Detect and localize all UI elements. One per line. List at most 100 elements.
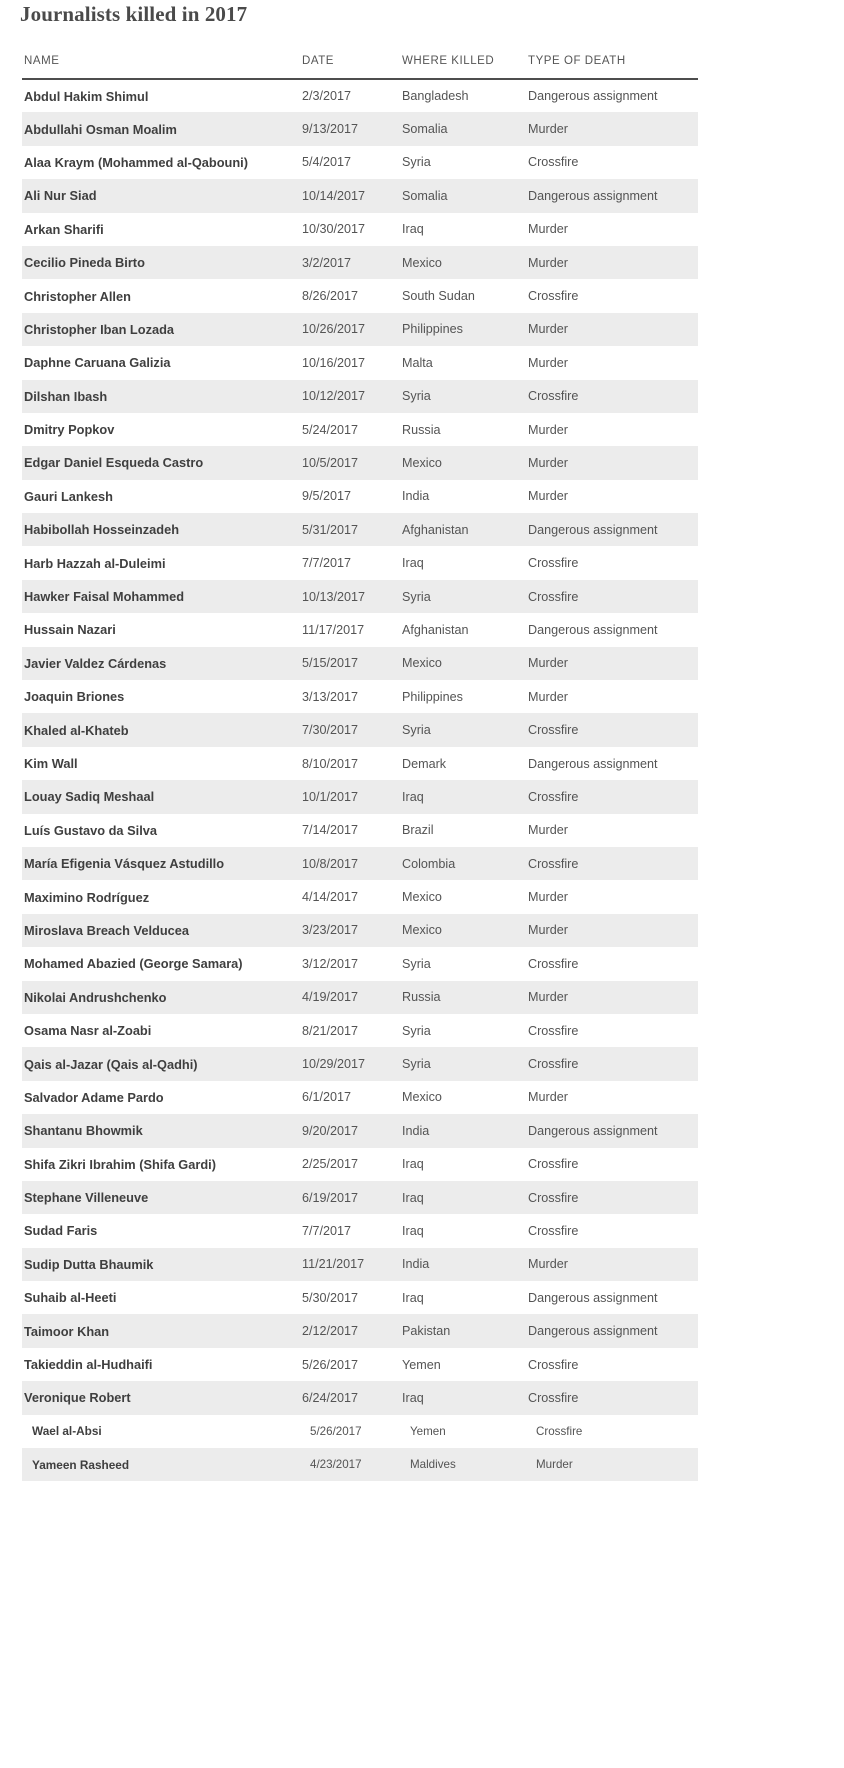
- journalist-name: Cecilio Pineda Birto: [24, 255, 145, 271]
- type-of-death: Crossfire: [528, 1357, 579, 1372]
- type-of-death: Murder: [528, 890, 568, 905]
- type-of-death: Dangerous assignment: [528, 756, 658, 771]
- journalist-name: Maximino Rodríguez: [24, 889, 150, 905]
- date-killed: 10/16/2017: [302, 355, 366, 370]
- journalist-name: Abdul Hakim Shimul: [24, 88, 149, 104]
- journalist-name: Suhaib al-Heeti: [24, 1290, 117, 1306]
- journalist-name: Nikolai Andrushchenko: [24, 989, 167, 1005]
- table-row: Shifa Zikri Ibrahim (Shifa Gardi) 2/25/20…: [22, 1147, 698, 1181]
- where-killed: Syria: [402, 155, 431, 170]
- journalist-name: Luís Gustavo da Silva: [24, 822, 157, 838]
- date-killed: 3/12/2017: [302, 956, 359, 971]
- type-of-death: Dangerous assignment: [528, 1123, 658, 1138]
- type-of-death: Murder: [528, 355, 568, 370]
- table-row: Dilshan Ibash 10/12/2017 Syria Crossfire: [22, 379, 698, 413]
- type-of-death: Dangerous assignment: [528, 1290, 658, 1305]
- table-row: Abdullahi Osman Moalim 9/13/2017 Somalia Mu…: [22, 112, 698, 146]
- date-killed: 7/7/2017: [302, 556, 352, 571]
- table-row: Salvador Adame Pardo 6/1/2017 Mexico Murder: [22, 1080, 698, 1115]
- journalist-name: Taimoor Khan: [24, 1323, 110, 1339]
- type-of-death: Dangerous assignment: [528, 188, 658, 203]
- journalists-killed-table: NAME DATE WHERE KILLED TYPE OF DEATH Abd…: [22, 55, 698, 1482]
- type-of-death: Dangerous assignment: [528, 522, 658, 537]
- date-killed: 5/24/2017: [302, 422, 359, 437]
- table-row: Luís Gustavo da Silva 7/14/2017 Brazil Murd…: [22, 813, 698, 847]
- where-killed: Mexico: [402, 923, 442, 938]
- date-killed: 2/12/2017: [302, 1324, 359, 1339]
- where-killed: Syria: [402, 1023, 431, 1038]
- journalist-name: Shantanu Bhowmik: [24, 1123, 143, 1139]
- table-row: Kim Wall 8/10/2017 Demark Dangerous assignm…: [22, 746, 698, 781]
- date-killed: 7/30/2017: [302, 723, 359, 738]
- journalist-name: Arkan Sharifi: [24, 221, 104, 237]
- type-of-death: Murder: [528, 823, 568, 838]
- type-of-death: Crossfire: [528, 589, 579, 604]
- journalist-name: Dilshan Ibash: [24, 388, 108, 404]
- date-killed: 10/12/2017: [302, 389, 366, 404]
- journalist-name: Javier Valdez Cárdenas: [24, 655, 167, 671]
- type-of-death: Crossfire: [528, 289, 579, 304]
- column-header-date: DATE: [302, 55, 335, 67]
- date-killed: 9/5/2017: [302, 489, 352, 504]
- date-killed: 10/5/2017: [302, 455, 359, 470]
- type-of-death: Murder: [528, 923, 568, 938]
- where-killed: Iraq: [402, 789, 424, 804]
- date-killed: 10/26/2017: [302, 322, 366, 337]
- table-row: Christopher Allen 8/26/2017 South Sudan Cro…: [22, 279, 698, 313]
- journalist-name: Dmitry Popkov: [24, 422, 115, 438]
- where-killed: Mexico: [402, 1090, 442, 1105]
- type-of-death: Crossfire: [528, 1023, 579, 1038]
- date-killed: 2/3/2017: [302, 89, 352, 104]
- where-killed: Russia: [402, 422, 441, 437]
- type-of-death: Murder: [528, 489, 568, 504]
- table-row: Dmitry Popkov 5/24/2017 Russia Murder: [22, 412, 698, 447]
- date-killed: 10/29/2017: [302, 1057, 366, 1072]
- type-of-death: Crossfire: [536, 1424, 583, 1438]
- where-killed: Iraq: [402, 222, 424, 237]
- journalist-name: Hawker Faisal Mohammed: [24, 589, 185, 605]
- type-of-death: Murder: [528, 990, 568, 1005]
- journalist-name: Kim Wall: [24, 756, 78, 771]
- date-killed: 11/17/2017: [302, 622, 365, 637]
- type-of-death: Murder: [528, 422, 568, 437]
- date-killed: 5/30/2017: [302, 1290, 359, 1305]
- where-killed: Iraq: [402, 556, 424, 571]
- table-header: NAME DATE WHERE KILLED TYPE OF DEATH: [22, 55, 698, 79]
- date-killed: 9/20/2017: [302, 1123, 359, 1138]
- date-killed: 4/23/2017: [310, 1458, 362, 1472]
- type-of-death: Dangerous assignment: [528, 89, 658, 104]
- table-row: Cecilio Pineda Birto 3/2/2017 Mexico Murder: [22, 245, 698, 280]
- journalist-name: Mohamed Abazied (George Samara): [24, 956, 243, 972]
- journalist-name: Stephane Villeneuve: [24, 1190, 149, 1206]
- type-of-death: Murder: [528, 689, 568, 704]
- table-body: Abdul Hakim Shimul 2/3/2017 Bangladesh Dang…: [22, 79, 698, 1482]
- where-killed: Mexico: [402, 255, 442, 270]
- where-killed: Pakistan: [402, 1324, 451, 1339]
- journalist-name: Louay Sadiq Meshaal: [24, 789, 155, 805]
- table-row: Qais al-Jazar (Qais al-Qadhi) 10/29/2017 S…: [22, 1047, 698, 1081]
- table-row: María Efigenia Vásquez Astudillo 10/8/201…: [22, 846, 698, 881]
- type-of-death: Crossfire: [528, 1223, 579, 1238]
- date-killed: 9/13/2017: [302, 122, 359, 137]
- journalist-name: Gauri Lankesh: [24, 488, 113, 504]
- where-killed: Bangladesh: [402, 89, 469, 104]
- journalist-name: Christopher Allen: [24, 288, 131, 304]
- date-killed: 10/13/2017: [302, 589, 366, 604]
- where-killed: Brazil: [402, 823, 434, 838]
- journalist-name: Shifa Zikri Ibrahim (Shifa Gardi): [24, 1156, 216, 1172]
- column-header-type-of-death: TYPE OF DEATH: [528, 55, 626, 67]
- where-killed: India: [402, 1123, 430, 1138]
- journalist-name: Sudip Dutta Bhaumik: [24, 1256, 154, 1272]
- table-row: Arkan Sharifi 10/30/2017 Iraq Murder: [22, 212, 698, 246]
- where-killed: India: [402, 489, 430, 504]
- table-row: Joaquin Briones 3/13/2017 Philippines Murde…: [22, 680, 698, 714]
- date-killed: 10/14/2017: [302, 188, 366, 203]
- table-row: Louay Sadiq Meshaal 10/1/2017 Iraq Crossfir…: [22, 780, 698, 814]
- where-killed: Syria: [402, 389, 431, 404]
- table-row: Osama Nasr al-Zoabi 8/21/2017 Syria Crossfi…: [22, 1013, 698, 1048]
- table-row: Nikolai Andrushchenko 4/19/2017 Russia Murd…: [22, 980, 698, 1014]
- type-of-death: Murder: [528, 1090, 568, 1105]
- type-of-death: Crossfire: [528, 1057, 579, 1072]
- table-row: Taimoor Khan 2/12/2017 Pakistan Dangerous a…: [22, 1314, 698, 1348]
- type-of-death: Crossfire: [528, 723, 579, 738]
